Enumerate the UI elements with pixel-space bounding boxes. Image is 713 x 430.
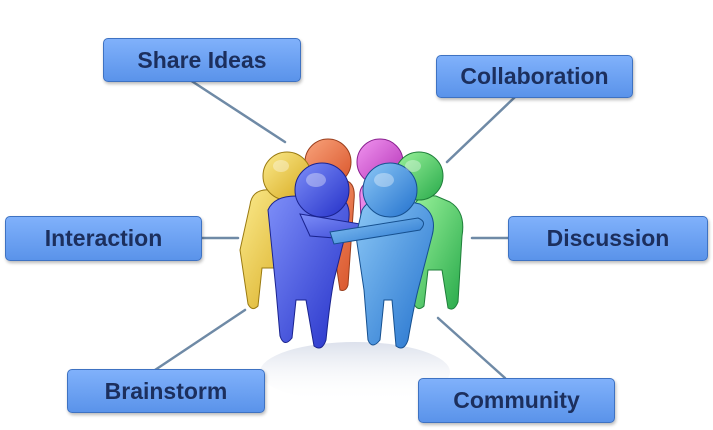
connector-brainstorm bbox=[153, 308, 247, 372]
label-interaction: Interaction bbox=[5, 216, 202, 261]
connector-community bbox=[436, 316, 507, 380]
label-collaboration: Collaboration bbox=[436, 55, 633, 98]
figure-reflection bbox=[260, 342, 450, 402]
label-brainstorm: Brainstorm bbox=[67, 369, 265, 413]
label-community: Community bbox=[418, 378, 615, 423]
label-share-ideas: Share Ideas bbox=[103, 38, 301, 82]
figure-cyan bbox=[329, 162, 434, 349]
label-discussion: Discussion bbox=[508, 216, 708, 261]
connector-share-ideas bbox=[188, 78, 287, 144]
connector-collaboration bbox=[445, 95, 517, 164]
